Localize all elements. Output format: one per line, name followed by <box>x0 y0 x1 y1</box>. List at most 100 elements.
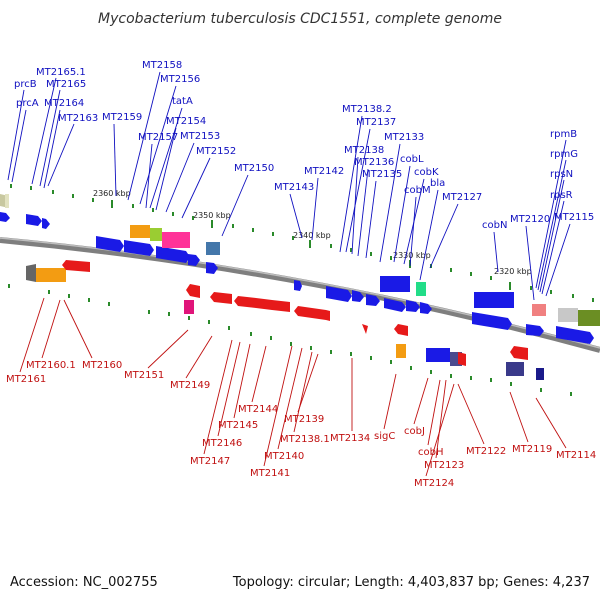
label-MT2134[interactable]: MT2134 <box>330 433 370 444</box>
label-MT2141[interactable]: MT2141 <box>250 468 290 479</box>
label-MT2158[interactable]: MT2158 <box>142 60 182 71</box>
gene-MT2149[interactable] <box>184 300 194 314</box>
label-MT2143[interactable]: MT2143 <box>274 182 314 193</box>
gene-MT2146[interactable] <box>234 296 256 308</box>
gene-MT2141[interactable] <box>294 306 326 320</box>
label-MT2144[interactable]: MT2144 <box>238 404 278 415</box>
label-MT2154[interactable]: MT2154 <box>166 116 206 127</box>
label-MT2120[interactable]: MT2120 <box>510 214 550 225</box>
label-MT2135[interactable]: MT2135 <box>362 169 402 180</box>
label-MT2149[interactable]: MT2149 <box>170 380 210 391</box>
gene-MT2152[interactable] <box>206 242 220 255</box>
gene-MT2120[interactable] <box>472 312 512 330</box>
label-cobH[interactable]: cobH <box>418 447 443 458</box>
gene-MT2159[interactable] <box>96 236 124 252</box>
label-MT2163[interactable]: MT2163 <box>58 113 98 124</box>
gene-MT2150[interactable] <box>206 262 218 274</box>
gene-MT2122[interactable] <box>510 346 528 360</box>
label-MT2124[interactable]: MT2124 <box>414 478 454 489</box>
label-cobM[interactable]: cobM <box>404 185 431 196</box>
label-MT2147[interactable]: MT2147 <box>190 456 230 467</box>
label-MT2138[interactable]: MT2138 <box>344 145 384 156</box>
gene-MT2157[interactable] <box>156 246 190 263</box>
gene-prcB[interactable] <box>0 212 10 222</box>
label-cobN[interactable]: cobN <box>482 220 507 231</box>
label-MT2165.1[interactable]: MT2165.1 <box>36 67 86 78</box>
gene-MT2134[interactable] <box>362 324 368 334</box>
label-MT2119[interactable]: MT2119 <box>512 444 552 455</box>
gene-MT2144[interactable] <box>268 300 290 312</box>
label-MT2160[interactable]: MT2160 <box>82 360 122 371</box>
gene-MT2137[interactable] <box>380 276 410 292</box>
label-MT2114[interactable]: MT2114 <box>556 450 596 461</box>
gene-MT2156[interactable] <box>188 254 200 266</box>
gene-MT2147[interactable] <box>210 292 232 304</box>
label-sigC[interactable]: sigC <box>374 431 395 442</box>
gene-cobN[interactable] <box>474 292 514 308</box>
gene-MT2164[interactable] <box>42 218 50 229</box>
gene-MT2151[interactable] <box>186 284 200 298</box>
label-MT2146[interactable]: MT2146 <box>202 438 242 449</box>
gene-MT2140[interactable] <box>322 310 330 321</box>
label-MT2136[interactable]: MT2136 <box>354 157 394 168</box>
gene-MT2138.2[interactable] <box>352 290 364 302</box>
gene-MT2136[interactable] <box>384 298 406 312</box>
label-MT2157[interactable]: MT2157 <box>138 132 178 143</box>
gene-MT2158[interactable] <box>124 240 154 256</box>
gene-rpsR[interactable] <box>556 326 594 344</box>
gene-rpmG[interactable] <box>578 310 600 326</box>
gene-tatA[interactable] <box>150 228 162 241</box>
gene-MT2154[interactable] <box>130 225 150 238</box>
label-cobL[interactable]: cobL <box>400 154 424 165</box>
label-prcA[interactable]: prcA <box>16 98 39 109</box>
label-MT2142[interactable]: MT2142 <box>304 166 344 177</box>
gene-MT2153[interactable] <box>162 232 190 248</box>
label-MT2151[interactable]: MT2151 <box>124 370 164 381</box>
label-MT2145[interactable]: MT2145 <box>218 420 258 431</box>
gene-MT2124[interactable] <box>458 352 466 366</box>
gene-MT2160.1[interactable] <box>36 268 66 282</box>
gene-rpmB[interactable] <box>558 308 578 322</box>
label-MT2159[interactable]: MT2159 <box>102 112 142 123</box>
label-cobJ[interactable]: cobJ <box>404 426 425 437</box>
gene-rpsN[interactable] <box>526 324 544 336</box>
gene-MT2161[interactable] <box>26 264 36 282</box>
gene-MT2163[interactable] <box>5 194 9 208</box>
label-MT2133[interactable]: MT2133 <box>384 132 424 143</box>
label-MT2127[interactable]: MT2127 <box>442 192 482 203</box>
label-rpmG[interactable]: rpmG <box>550 149 578 160</box>
gene-sigC[interactable] <box>394 324 408 336</box>
label-MT2123[interactable]: MT2123 <box>424 460 464 471</box>
label-MT2115[interactable]: MT2115 <box>554 212 594 223</box>
label-MT2152[interactable]: MT2152 <box>196 146 236 157</box>
label-MT2138.2[interactable]: MT2138.2 <box>342 104 392 115</box>
label-MT2122[interactable]: MT2122 <box>466 446 506 457</box>
gene-MT2160[interactable] <box>62 260 90 272</box>
gene-cobJ[interactable] <box>396 344 406 358</box>
label-prcB[interactable]: prcB <box>14 79 37 90</box>
label-MT2164[interactable]: MT2164 <box>44 98 84 109</box>
label-tatA[interactable]: tatA <box>172 96 193 107</box>
label-MT2156[interactable]: MT2156 <box>160 74 200 85</box>
gene-MT2142[interactable] <box>326 286 352 302</box>
gene-cobK[interactable] <box>416 282 426 296</box>
gene-MT2119[interactable] <box>506 362 524 376</box>
label-cobK[interactable]: cobK <box>414 167 439 178</box>
label-MT2153[interactable]: MT2153 <box>180 131 220 142</box>
label-MT2150[interactable]: MT2150 <box>234 163 274 174</box>
label-MT2138.1[interactable]: MT2138.1 <box>280 434 330 445</box>
gene-MT2114[interactable] <box>536 368 544 380</box>
label-MT2160.1[interactable]: MT2160.1 <box>26 360 76 371</box>
label-bla[interactable]: bla <box>430 178 445 189</box>
label-MT2140[interactable]: MT2140 <box>264 451 304 462</box>
gene-MT2115[interactable] <box>532 304 546 316</box>
label-MT2161[interactable]: MT2161 <box>6 374 46 385</box>
label-rpmB[interactable]: rpmB <box>550 129 577 140</box>
gene-cobM[interactable] <box>420 302 432 314</box>
gene-cobH[interactable] <box>426 348 450 362</box>
label-MT2137[interactable]: MT2137 <box>356 117 396 128</box>
gene-MT2138[interactable] <box>366 294 380 306</box>
label-MT2165[interactable]: MT2165 <box>46 79 86 90</box>
gene-MT2165.1[interactable] <box>32 215 42 226</box>
label-MT2139[interactable]: MT2139 <box>284 414 324 425</box>
